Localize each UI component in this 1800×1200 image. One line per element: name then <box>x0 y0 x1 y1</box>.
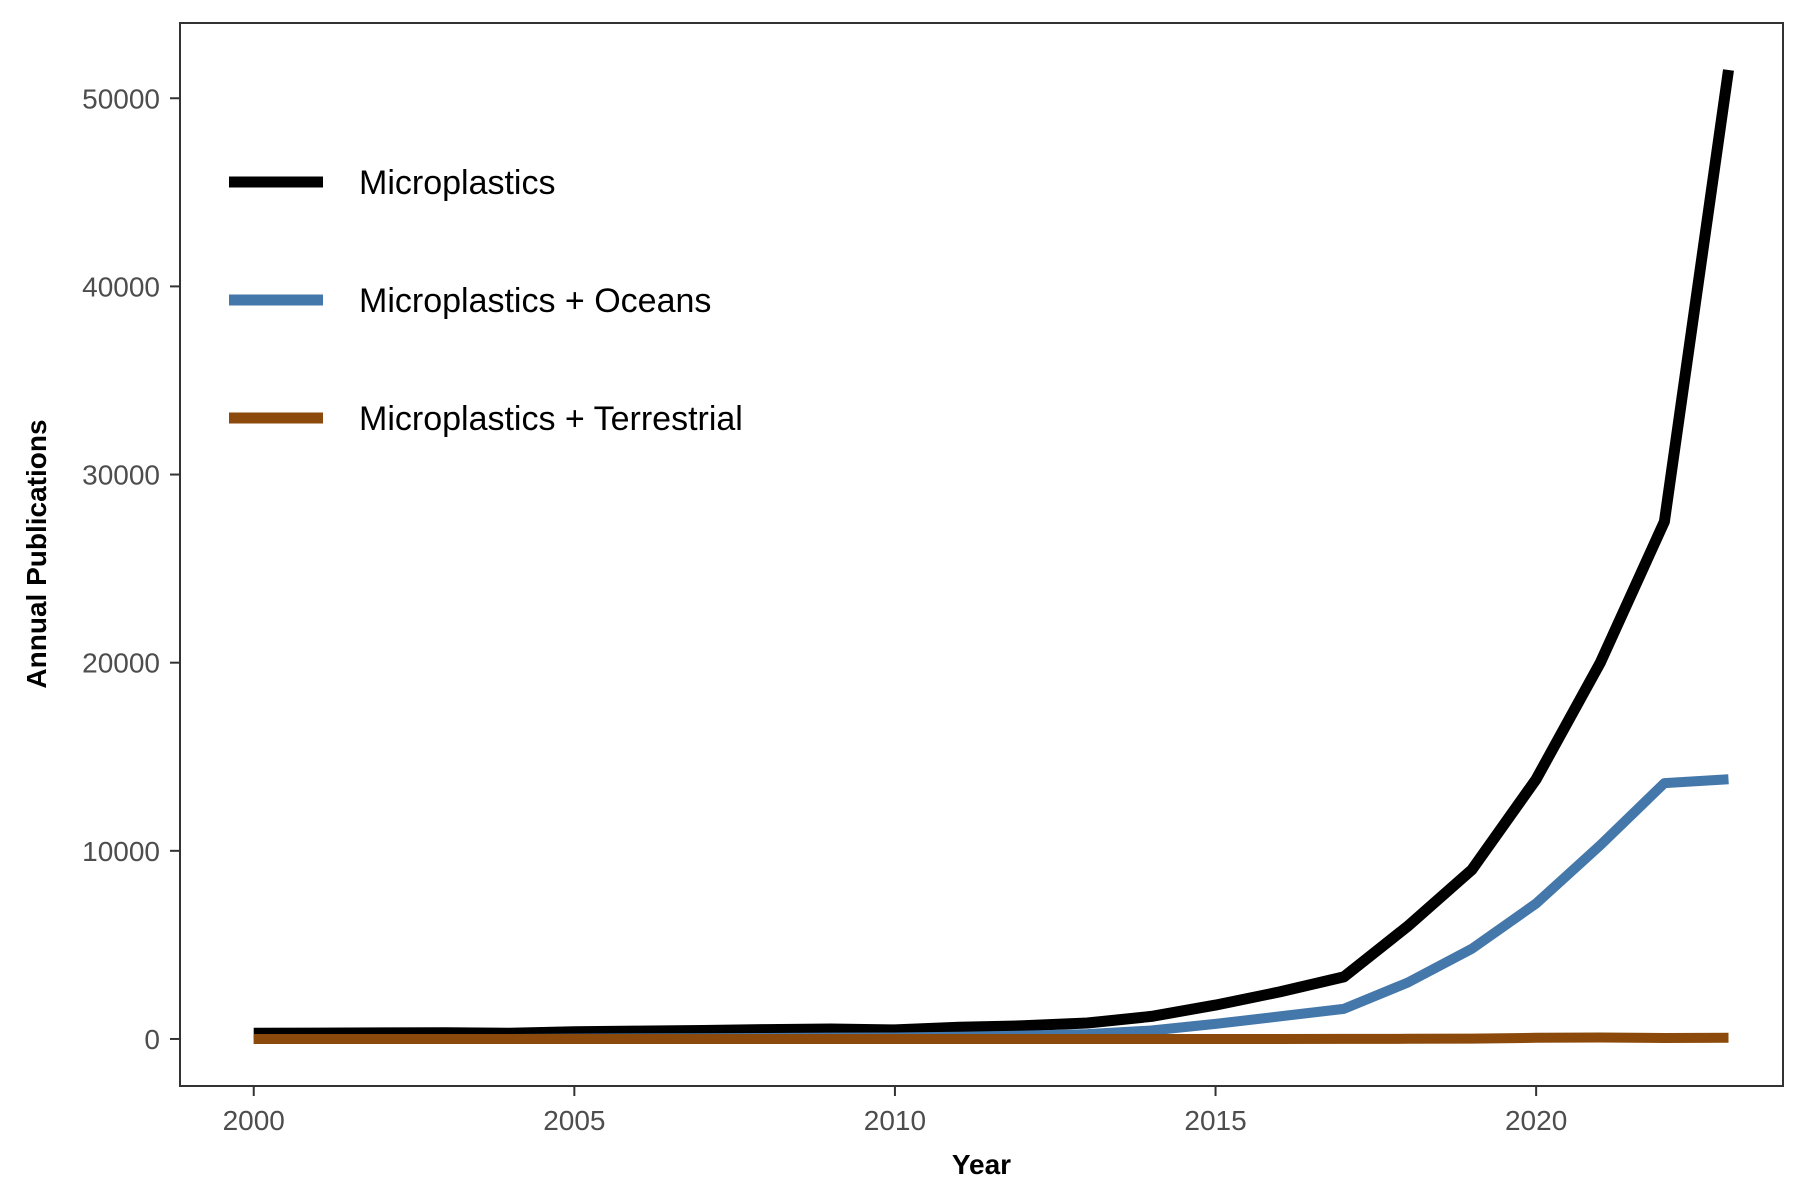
y-tick-label: 0 <box>144 1024 160 1055</box>
y-tick-label: 40000 <box>82 271 160 302</box>
legend-label-3: Microplastics + Terrestrial <box>359 400 743 438</box>
series-line-3 <box>253 1032 1729 1044</box>
series-line-1 <box>253 69 1734 1039</box>
legend-label-1: Microplastics <box>359 164 555 202</box>
plot-panel-border <box>179 22 1784 1087</box>
y-tick-label: 30000 <box>82 460 160 491</box>
x-tick-label: 2020 <box>1505 1105 1567 1136</box>
axis-layer: 2000 2005 2010 2015 2020 0 10000 20000 30000 4000… <box>82 83 1567 1136</box>
y-tick-label: 20000 <box>82 648 160 679</box>
x-tick-label: 2000 <box>223 1105 285 1136</box>
legend: Microplastics Microplastics + Oceans Micro… <box>229 164 743 438</box>
y-tick-label: 50000 <box>82 83 160 114</box>
legend-label-2: Microplastics + Oceans <box>359 282 711 320</box>
x-axis-title: Year <box>952 1149 1011 1180</box>
x-tick-label: 2010 <box>864 1105 926 1136</box>
y-tick-label: 10000 <box>82 836 160 867</box>
y-axis-title: Annual Publications <box>21 419 52 688</box>
x-tick-label: 2015 <box>1184 1105 1246 1136</box>
series-layer <box>253 69 1734 1044</box>
x-tick-label: 2005 <box>543 1105 605 1136</box>
